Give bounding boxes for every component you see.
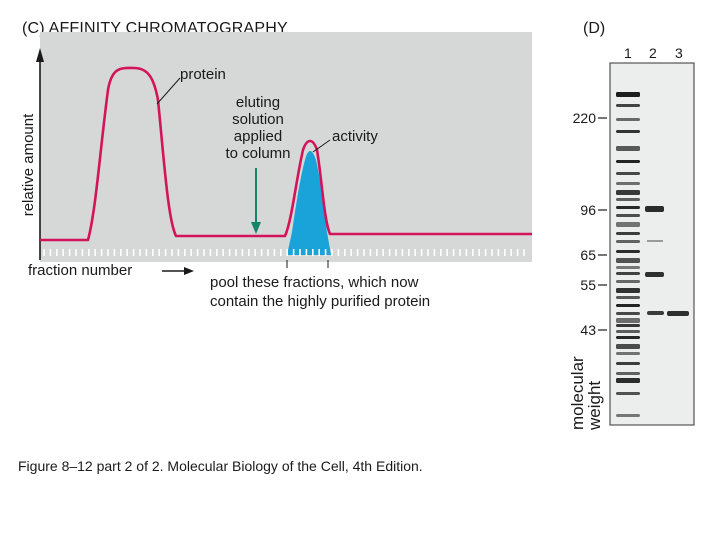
protein-curve: [40, 66, 532, 242]
lane-1-band: [616, 250, 640, 253]
eluting-arrowhead: [251, 222, 261, 234]
mw-label-55: 55: [580, 277, 596, 293]
lane-1-band: [616, 288, 640, 293]
lane-1-band: [616, 372, 640, 375]
lane-1-band: [616, 392, 640, 395]
lane-1-band: [616, 336, 640, 339]
lane-1-band: [616, 280, 640, 283]
lane-1-band: [616, 190, 640, 195]
panel-d-title: (D): [583, 20, 606, 37]
lane-1-band: [616, 304, 640, 307]
lane-1-band: [616, 312, 640, 315]
lane-1-label: 1: [624, 45, 632, 61]
lane-1-band: [616, 130, 640, 133]
eluting-line-4: to column: [225, 145, 291, 162]
x-axis-label: fraction number: [28, 262, 133, 279]
lane-1-band: [616, 272, 640, 275]
lane-3-band: [667, 311, 689, 316]
mw-axis-line-2: weight: [585, 380, 604, 430]
affinity-chromatography-chart: [36, 32, 532, 275]
mw-label-96: 96: [580, 202, 596, 218]
gel-frame: [609, 62, 695, 426]
activity-peak: [287, 151, 331, 255]
eluting-line-1: eluting: [235, 94, 281, 111]
lane-1-band: [616, 240, 640, 243]
eluting-line-3: applied: [233, 128, 283, 145]
lane-1-band: [616, 362, 640, 365]
chart-background: [40, 32, 532, 262]
fraction-ticks: [43, 249, 525, 256]
lane-1-band: [616, 172, 640, 175]
lane-1-band: [616, 232, 640, 235]
lane-2-band: [645, 272, 664, 277]
lane-2-band: [645, 206, 664, 212]
lane-1-band: [616, 182, 640, 185]
lane-3-label: 3: [675, 45, 683, 61]
lane-1-band: [616, 92, 640, 97]
lane-1-band: [616, 258, 640, 263]
mw-label-65: 65: [580, 247, 596, 263]
lane-1-band: [616, 414, 640, 417]
lane-1-band: [616, 160, 640, 163]
figure-caption: Figure 8–12 part 2 of 2. Molecular Biolo…: [18, 458, 423, 474]
activity-label: activity: [332, 128, 378, 145]
activity-leader-line: [312, 139, 331, 153]
lane-1-band: [616, 214, 640, 217]
mw-axis-line-1: molecular: [568, 356, 587, 430]
lane-1-band: [616, 146, 640, 151]
eluting-label: eluting solution applied to column: [212, 94, 304, 162]
lane-1-band: [616, 352, 640, 355]
lane-1-band: [616, 104, 640, 107]
sds-gel: [598, 62, 695, 426]
lane-1-band: [616, 344, 640, 349]
protein-label: protein: [180, 66, 226, 83]
x-axis-arrowhead: [184, 267, 194, 275]
lane-2-label: 2: [649, 45, 657, 61]
lane-1-band: [616, 378, 640, 383]
lane-2-band: [647, 311, 664, 315]
y-axis-arrowhead: [36, 48, 44, 62]
lane-1-band: [616, 318, 640, 323]
pool-line-2: contain the highly purified protein: [210, 293, 431, 310]
lane-1-bands: [616, 92, 640, 417]
lane-1-band: [616, 222, 640, 227]
lane-1-band: [616, 266, 640, 269]
molecular-weight-label: molecular weight: [568, 356, 604, 430]
pool-label: pool these fractions, which now contain …: [210, 273, 430, 311]
eluting-line-2: solution: [232, 111, 284, 128]
lane-1-band: [616, 198, 640, 201]
protein-leader-line: [156, 77, 181, 105]
pool-line-1: pool these fractions, which now: [210, 274, 419, 291]
mw-label-43: 43: [580, 322, 596, 338]
lane-2-band: [647, 240, 663, 242]
lane-1-band: [616, 296, 640, 299]
lane-1-band: [616, 118, 640, 121]
lane-1-band: [616, 324, 640, 327]
lane-1-band: [616, 206, 640, 209]
lane-1-band: [616, 330, 640, 333]
mw-label-220: 220: [572, 110, 596, 126]
